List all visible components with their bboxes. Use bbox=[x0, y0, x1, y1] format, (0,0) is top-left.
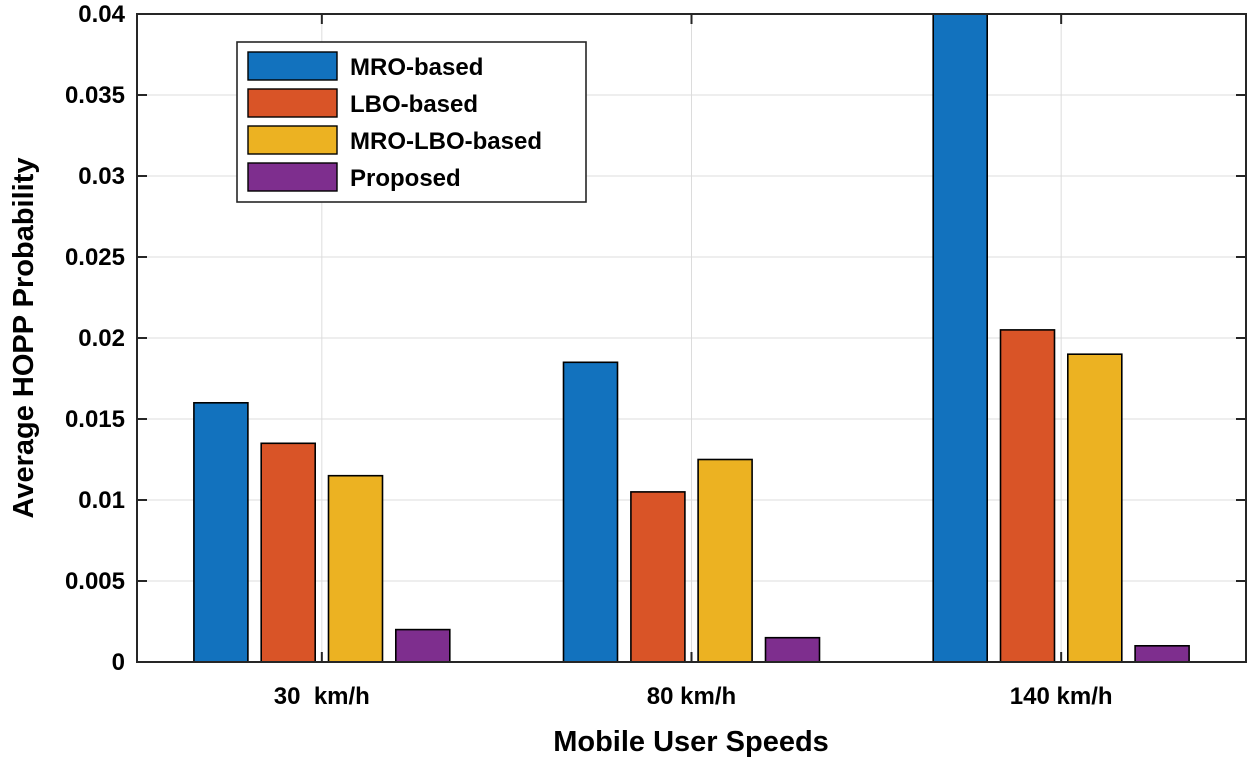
y-tick-label: 0.03 bbox=[78, 163, 125, 190]
bar-mro-based-2 bbox=[562, 361, 619, 663]
bar-mro-lbo-based-3 bbox=[1067, 353, 1123, 663]
y-tick-label: 0 bbox=[112, 649, 125, 676]
x-tick-label: 80 km/h bbox=[647, 683, 736, 710]
bar-mro-lbo-based-2 bbox=[697, 458, 753, 663]
legend-swatch-mro-based bbox=[247, 51, 338, 81]
ticks: 0 0.005 0.01 0.015 0.02 0.025 0.03 0.035 0.04 30 … bbox=[65, 1, 1246, 710]
bars bbox=[193, 13, 1190, 663]
legend-swatch-lbo-based bbox=[247, 88, 338, 118]
legend-swatch-mro-lbo-based bbox=[247, 125, 338, 155]
bar-proposed-3 bbox=[1134, 644, 1190, 663]
x-tick-label: 140 km/h bbox=[1010, 683, 1113, 710]
bar-proposed-2 bbox=[764, 636, 821, 663]
bar-mro-based-3 bbox=[932, 13, 989, 663]
y-tick-label: 0.02 bbox=[78, 325, 125, 352]
y-tick-label: 0.005 bbox=[65, 568, 125, 595]
bar-lbo-based-1 bbox=[260, 442, 317, 663]
x-tick-label: 30 km/h bbox=[274, 683, 370, 710]
y-tick-label: 0.035 bbox=[65, 82, 125, 109]
y-tick-label: 0.015 bbox=[65, 406, 125, 433]
bar-lbo-based-2 bbox=[630, 491, 686, 663]
bar-mro-based-1 bbox=[193, 401, 249, 663]
legend-label-lbo-based: LBO-based bbox=[350, 91, 478, 118]
bar-mro-lbo-based-1 bbox=[327, 474, 384, 663]
legend-label-mro-lbo-based: MRO-LBO-based bbox=[350, 128, 542, 155]
y-tick-label: 0.04 bbox=[78, 1, 125, 28]
legend: MRO-based LBO-based MRO-LBO-based Proposed bbox=[236, 41, 587, 203]
bar-lbo-based-3 bbox=[999, 329, 1056, 663]
bar-proposed-1 bbox=[394, 628, 451, 663]
legend-label-mro-based: MRO-based bbox=[350, 54, 483, 81]
legend-label-proposed: Proposed bbox=[350, 165, 461, 192]
y-tick-label: 0.025 bbox=[65, 244, 125, 271]
legend-swatch-proposed bbox=[247, 162, 338, 192]
x-axis-title: Mobile User Speeds bbox=[553, 726, 829, 758]
y-tick-label: 0.01 bbox=[78, 487, 125, 514]
y-axis-title: Average HOPP Probability bbox=[8, 157, 40, 518]
